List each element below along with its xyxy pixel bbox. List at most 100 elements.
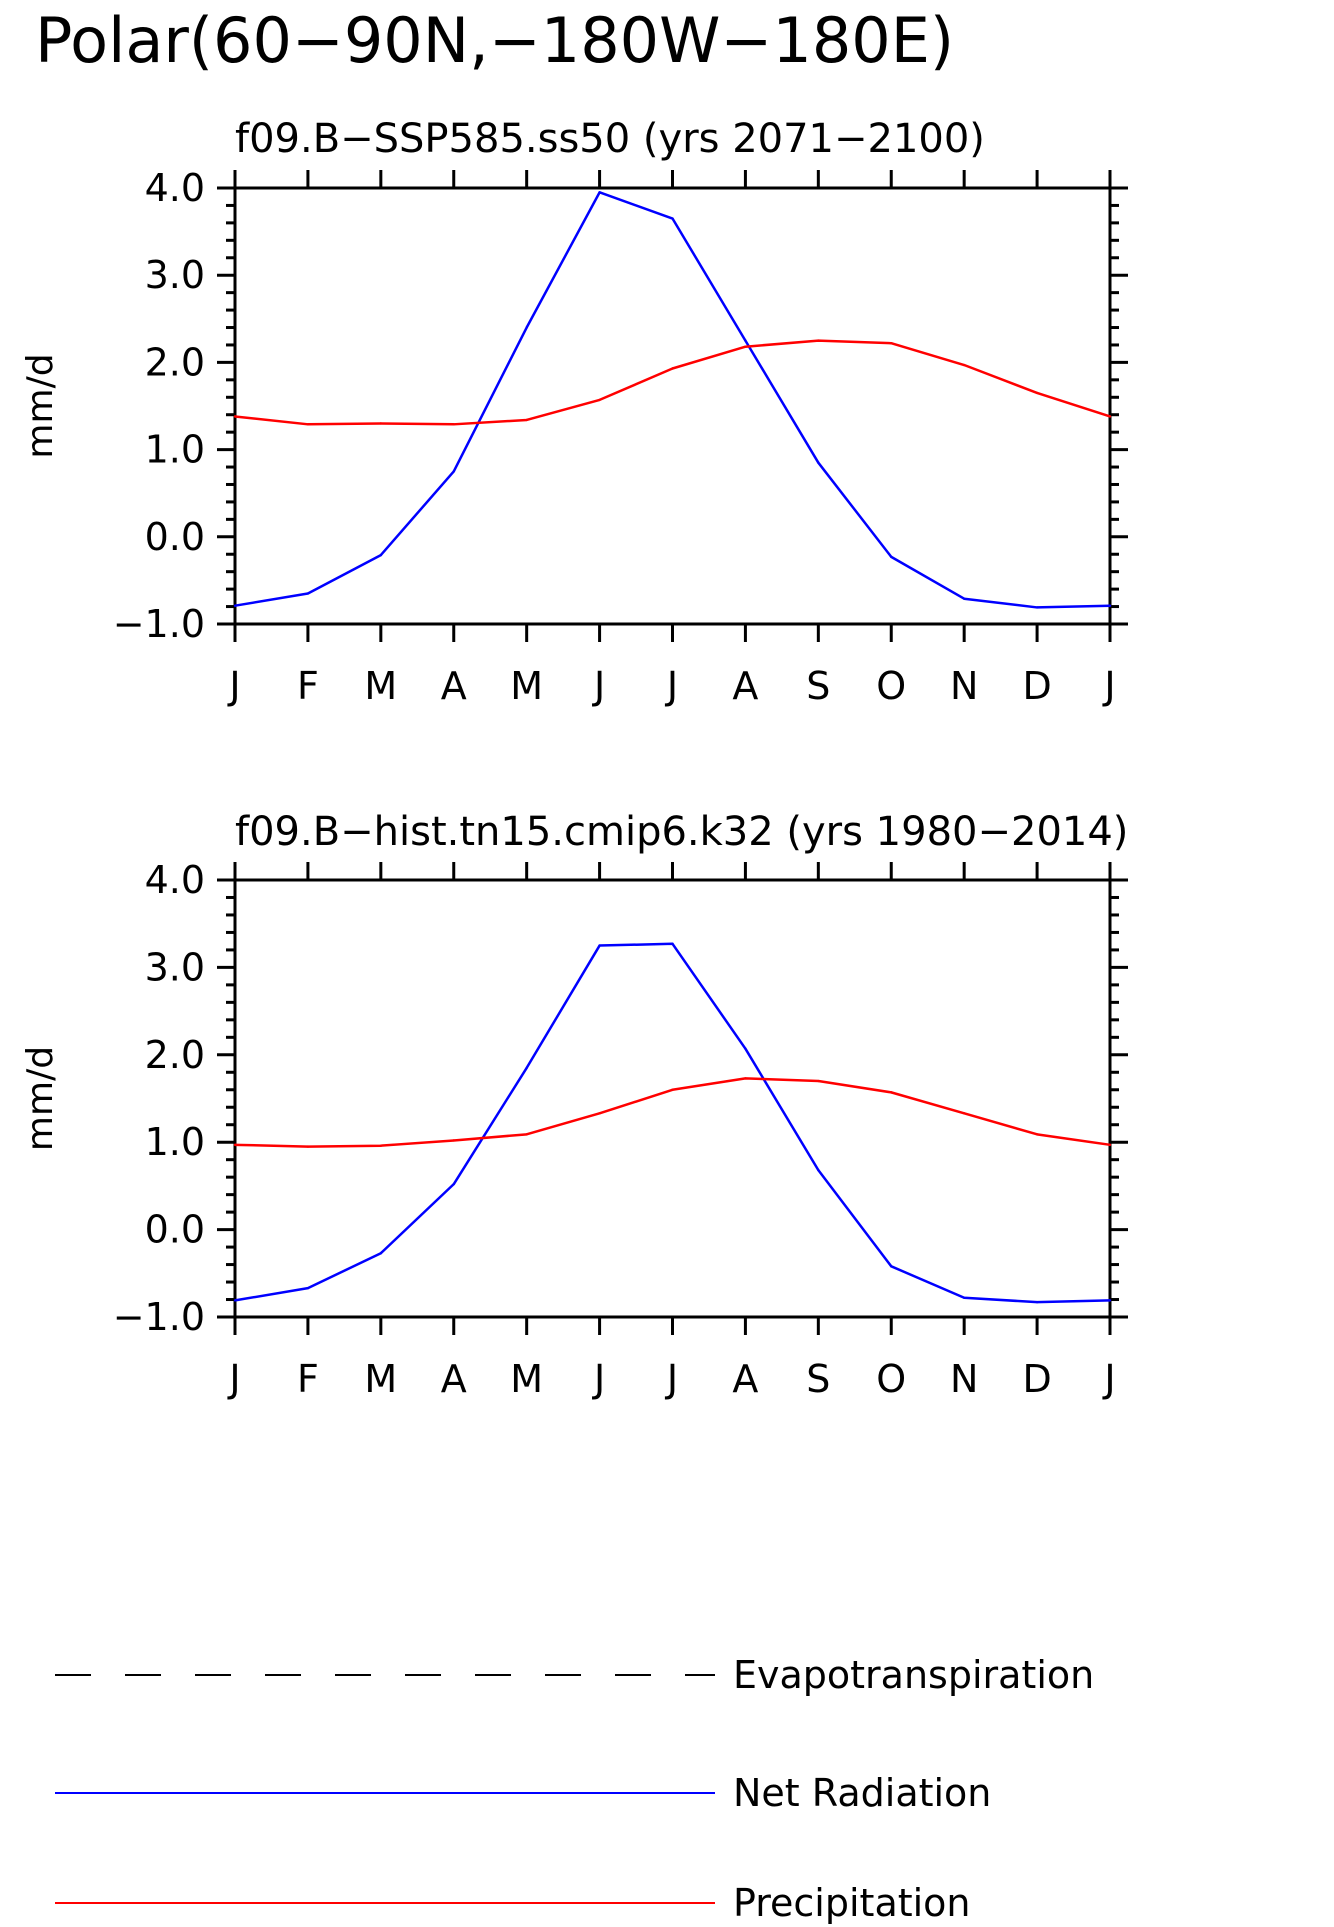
x-tick-label: J [665,1357,678,1401]
data-point [598,944,601,947]
data-point [306,592,310,595]
data-point [1035,606,1039,609]
data-point [306,1286,310,1290]
chart-panel-2: f09.B−hist.tn15.cmip6.k32 (yrs 1980−2014… [20,809,1128,1401]
x-tick-label: M [510,1357,543,1401]
x-tick-label: J [227,664,240,708]
figure-title: Polar(60−90N,−180W−180E) [35,4,954,77]
series-precipitation [233,1077,1112,1148]
plot-frame [233,186,1112,626]
x-tick-label: N [950,664,978,708]
data-point [1108,415,1112,418]
y-ticks [217,186,1128,626]
data-point [817,1079,820,1083]
data-point [233,604,237,607]
y-ticks [217,878,1128,1319]
data-point [1108,1143,1112,1147]
data-point [671,942,674,946]
data-point [744,1077,747,1080]
data-point [744,345,747,348]
data-point [890,1091,893,1094]
data-point [452,423,455,426]
data-point [379,553,383,557]
legend-label: Evapotranspiration [733,1653,1094,1697]
data-point [962,1112,966,1115]
y-tick-label: 0.0 [145,515,205,559]
data-point [744,339,747,342]
y-tick-label: 3.0 [145,253,205,297]
data-point [671,367,674,370]
data-point [1035,1300,1039,1304]
data-point [379,1144,383,1147]
data-point [671,1088,674,1091]
x-tick-label: M [364,1357,397,1401]
x-tick-label: S [806,664,830,708]
chart-panels: f09.B−SSP585.ss50 (yrs 2071−2100) mm/d −1.… [20,116,1128,1401]
legend-item: Precipitation [55,1881,971,1925]
x-tick-label: J [1102,664,1115,708]
legend-item: Evapotranspiration [55,1653,1094,1697]
panel-title: f09.B−hist.tn15.cmip6.k32 (yrs 1980−2014… [235,809,1128,855]
x-tick-label: A [732,664,758,708]
data-point [525,418,528,422]
series-line [234,339,1111,426]
y-tick-label: −1.0 [113,1295,205,1339]
data-point [1035,391,1039,395]
x-tick-label: M [364,664,397,708]
legend: Evapotranspiration Net Radiation Precipita… [55,1653,1094,1925]
series-line [234,191,1111,609]
y-tick-label: 0.0 [145,1208,205,1252]
y-tick-label: 1.0 [145,428,205,472]
x-tick-label: J [592,1357,605,1401]
chart-panel-1: f09.B−SSP585.ss50 (yrs 2071−2100) mm/d −1.… [20,116,1128,708]
data-point [306,1145,310,1148]
x-tick-label: F [297,664,319,708]
data-point [962,597,966,600]
series-line [234,942,1111,1304]
data-point [1108,604,1112,607]
series-net-radiation [233,942,1112,1304]
data-point [452,1182,455,1186]
data-point [379,1251,383,1255]
x-tick-label: A [441,1357,467,1401]
x-tick-label: D [1022,1357,1051,1401]
x-tick-label: D [1022,664,1051,708]
data-point [598,398,601,402]
data-point [1035,1133,1039,1136]
y-tick-label: 2.0 [145,1033,205,1077]
x-tick-label: N [950,1357,978,1401]
data-point [671,217,674,220]
x-tick-label: A [732,1357,758,1401]
data-point [306,423,310,426]
data-point [817,461,820,464]
data-point [744,1047,747,1050]
data-point [962,1296,966,1299]
y-tick-label: 4.0 [145,166,205,210]
x-ticks [233,170,1112,642]
y-tick-label: −1.0 [113,602,205,646]
x-tick-label: J [665,664,678,708]
x-tick-label: J [592,664,605,708]
data-point [1108,1299,1112,1302]
data-point [890,342,893,345]
data-point [525,326,528,329]
data-point [233,1143,237,1147]
x-tick-label: J [227,1357,240,1401]
x-tick-label: O [876,664,906,708]
y-axis-label: mm/d [20,353,61,458]
x-tick-label: A [441,664,467,708]
data-point [817,339,820,342]
data-point [452,470,455,473]
data-point [817,1168,820,1172]
y-tick-label: 3.0 [145,945,205,989]
y-tick-label: 2.0 [145,340,205,384]
y-tick-label: 1.0 [145,1120,205,1164]
data-point [525,1066,528,1070]
x-ticks [233,862,1112,1335]
data-point [525,1133,528,1136]
data-point [890,1265,893,1268]
data-point [598,1112,601,1115]
data-point [233,1299,237,1302]
data-point [452,1139,455,1142]
y-tick-label: 4.0 [145,858,205,902]
